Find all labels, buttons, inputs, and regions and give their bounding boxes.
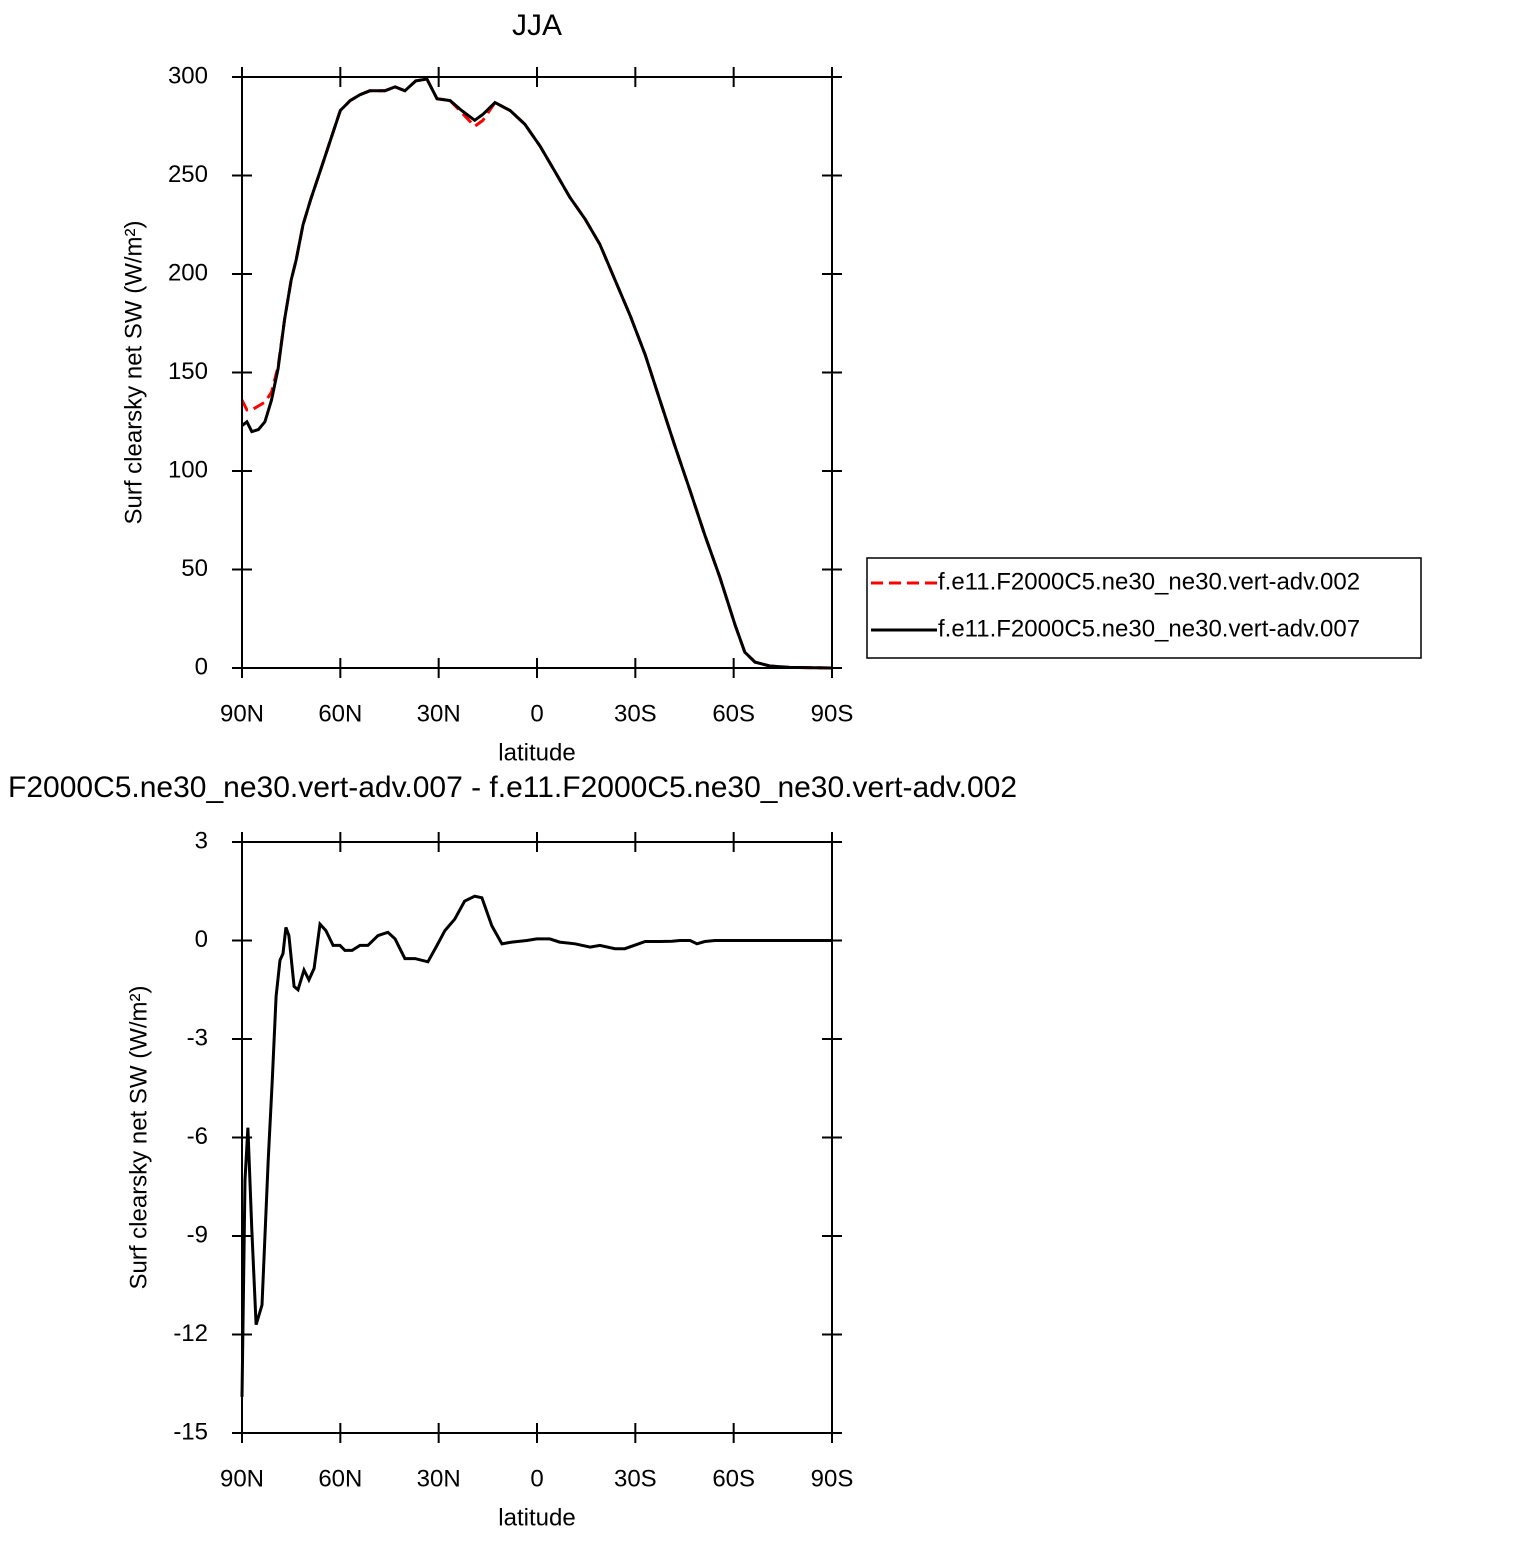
y-tick-label: 250 [168, 161, 208, 188]
y-tick-label: -15 [173, 1418, 208, 1445]
legend-label: f.e11.F2000C5.ne30_ne30.vert-adv.007 [938, 615, 1360, 642]
plot-frame [241, 841, 833, 1434]
data-line [240, 77, 833, 670]
x-tick-label: 90S [811, 1465, 854, 1492]
chart-title: F2000C5.ne30_ne30.vert-adv.007 - f.e11.F… [8, 771, 1017, 804]
y-tick-label: -12 [173, 1320, 208, 1347]
x-tick-label: 90N [220, 1465, 264, 1492]
y-axis-label: Surf clearsky net SW (W/m²) [120, 220, 147, 524]
y-tick-label: 300 [168, 62, 208, 89]
y-tick-label: 0 [195, 653, 208, 680]
y-tick-label: 150 [168, 358, 208, 385]
x-tick-label: 30N [417, 700, 461, 727]
x-tick-label: 30S [614, 700, 657, 727]
x-tick-label: 30N [417, 1465, 461, 1492]
y-tick-label: 3 [195, 827, 208, 854]
x-tick-label: 60N [318, 700, 362, 727]
data-line [240, 894, 832, 1397]
x-tick-label: 0 [530, 700, 543, 727]
chart-title: JJA [512, 9, 562, 42]
data-line [241, 77, 833, 670]
y-tick-label: 0 [195, 926, 208, 953]
legend-box [866, 557, 1422, 659]
x-tick-label: 90N [220, 700, 264, 727]
x-tick-label: 60S [712, 1465, 755, 1492]
x-tick-label: 90S [811, 700, 854, 727]
x-tick-label: 60S [712, 700, 755, 727]
x-axis-label: latitude [498, 739, 575, 766]
y-tick-label: 200 [168, 259, 208, 286]
x-axis-label: latitude [498, 1504, 575, 1531]
x-tick-label: 60N [318, 1465, 362, 1492]
y-tick-label: -3 [187, 1024, 208, 1051]
legend-label: f.e11.F2000C5.ne30_ne30.vert-adv.002 [938, 568, 1360, 595]
plot-frame [241, 76, 833, 669]
y-tick-label: 100 [168, 456, 208, 483]
x-tick-label: 30S [614, 1465, 657, 1492]
x-tick-label: 0 [530, 1465, 543, 1492]
y-axis-label: Surf clearsky net SW (W/m²) [125, 985, 152, 1289]
y-tick-label: 50 [181, 555, 208, 582]
y-tick-label: -9 [187, 1221, 208, 1248]
y-tick-label: -6 [187, 1123, 208, 1150]
